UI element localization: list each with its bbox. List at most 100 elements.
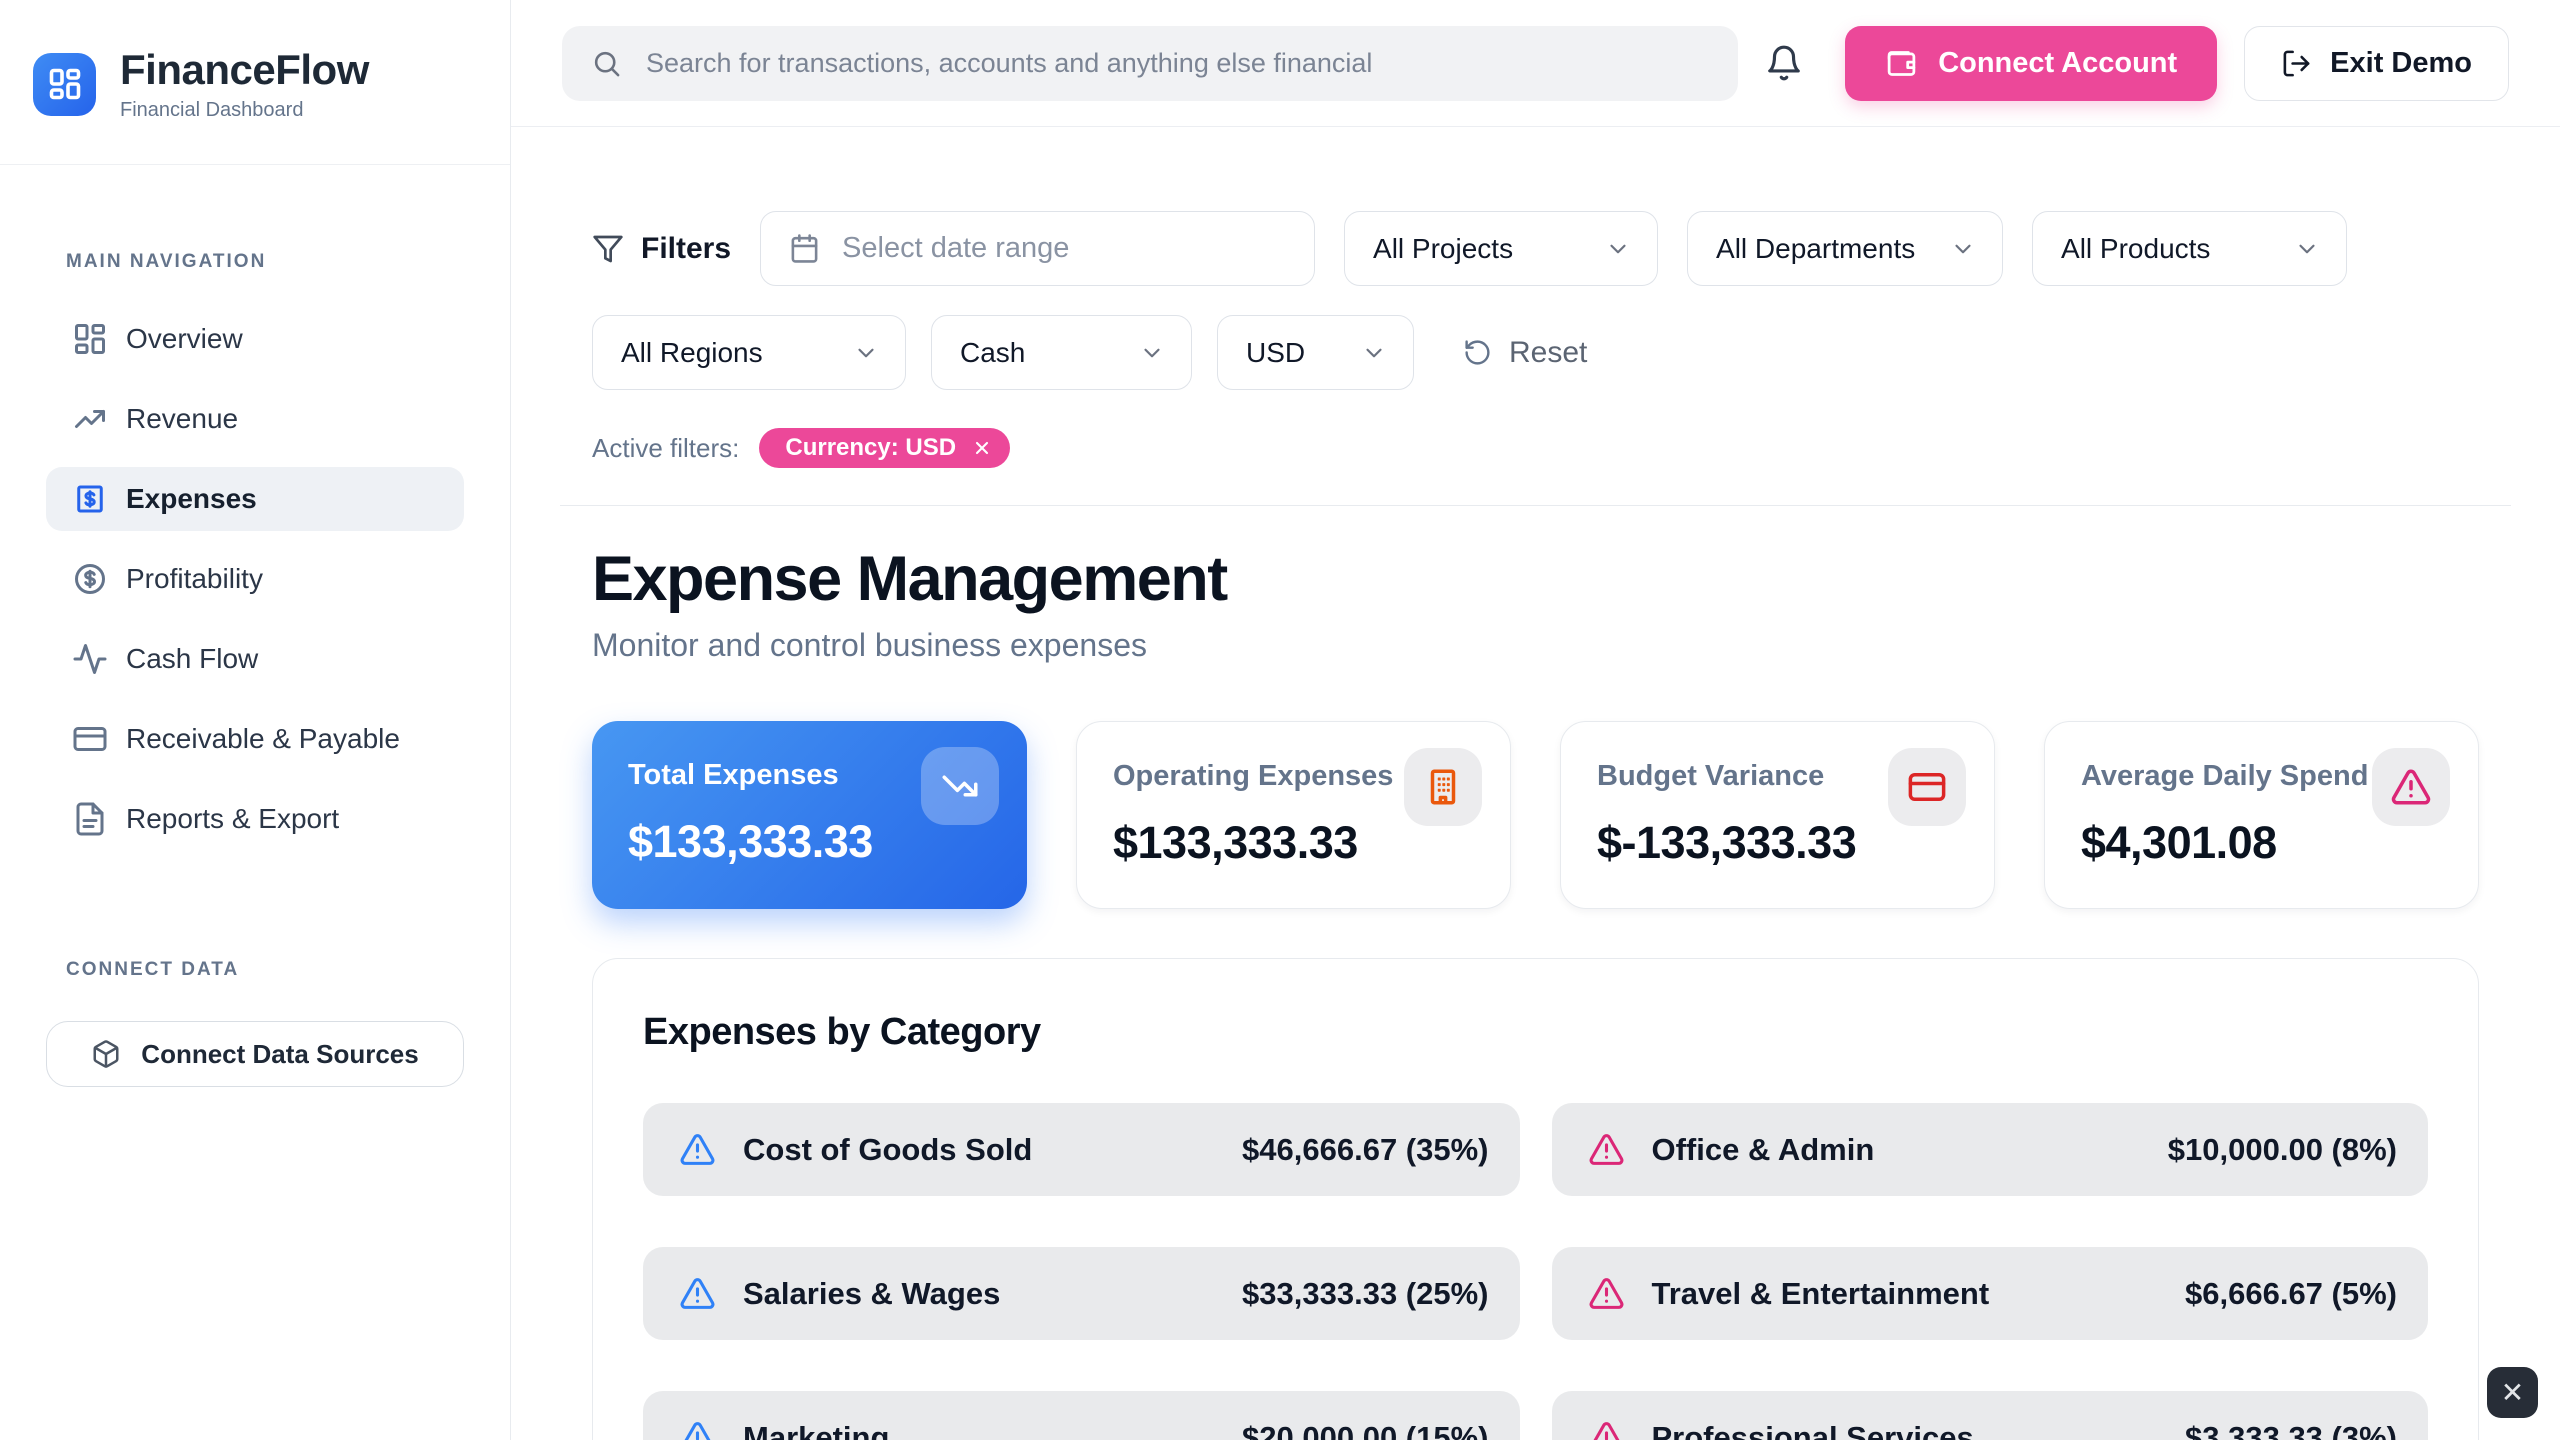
main-navigation: Overview Revenue Expenses Profitability … [0,307,510,851]
sidebar-item-receivable-payable[interactable]: Receivable & Payable [46,707,464,771]
stat-value: $133,333.33 [628,816,873,867]
reset-filters-button[interactable]: Reset [1463,336,1587,370]
dashboard-grid-icon [49,68,80,100]
sidebar-item-label: Overview [126,323,243,354]
topbar: Connect Account Exit Demo [511,0,2560,127]
category-row-marketing[interactable]: Marketing $20,000.00 (15%) [643,1391,1520,1440]
active-filter-chip-label: Currency: USD [785,434,957,461]
category-value: $10,000.00 (8%) [2167,1131,2397,1167]
calendar-icon [791,234,818,263]
departments-select[interactable]: All Departments [1687,211,2004,286]
search-input[interactable] [562,25,1738,101]
filters-title: Filters [592,232,731,266]
category-row-office-admin[interactable]: Office & Admin $10,000.00 (8%) [1551,1103,2428,1196]
sidebar-item-label: Revenue [126,403,239,434]
sidebar-item-overview[interactable]: Overview [46,307,464,371]
projects-select[interactable]: All Projects [1344,211,1659,286]
filter-funnel-icon [593,235,623,262]
filters-row-2: All Regions Cash USD Reset [592,315,2479,390]
projects-select-value: All Projects [1373,232,1514,264]
date-range-input[interactable]: Select date range [760,211,1316,286]
stat-card-average-daily-spend[interactable]: Average Daily Spend $4,301.08 [2044,721,2479,909]
category-row-travel-entertainment[interactable]: Travel & Entertainment $6,666.67 (5%) [1551,1247,2428,1340]
stat-icon-box [921,747,999,825]
regions-select[interactable]: All Regions [592,315,906,390]
category-value: $33,333.33 (25%) [1242,1275,1489,1311]
stat-icon-box [2372,748,2450,826]
alert-triangle-icon [680,1134,715,1165]
connect-data-sources-button[interactable]: Connect Data Sources [46,1021,464,1087]
active-filters-label: Active filters: [592,432,740,463]
sidebar-item-label: Cash Flow [126,643,259,674]
chip-close-icon[interactable] [972,438,992,458]
sidebar-item-label: Profitability [126,563,263,594]
connect-account-label: Connect Account [1938,46,2178,79]
dashboard-grid-icon [75,324,105,354]
alert-triangle-icon [2391,769,2431,805]
products-select[interactable]: All Products [2032,211,2348,286]
search-bar [562,25,1738,101]
sidebar-item-profitability[interactable]: Profitability [46,547,464,611]
alert-triangle-icon [680,1278,715,1309]
reset-filters-label: Reset [1509,335,1588,369]
credit-card-icon [73,727,107,751]
search-icon [594,51,620,76]
category-row-cost-of-goods-sold[interactable]: Cost of Goods Sold $46,666.67 (35%) [643,1103,1520,1196]
bell-icon [1768,45,1801,81]
category-grid: Cost of Goods Sold $46,666.67 (35%) Offi… [643,1103,2428,1440]
expenses-by-category-title: Expenses by Category [643,1011,1041,1053]
floating-close-button[interactable]: ✕ [2487,1367,2538,1418]
connect-data-sources-label: Connect Data Sources [141,1038,419,1069]
rotate-ccw-icon [1465,340,1490,365]
category-name: Cost of Goods Sold [743,1131,1033,1167]
expenses-by-category-panel: Expenses by Category Cost of Goods Sold … [592,958,2479,1440]
receipt-icon [77,485,103,513]
category-value: $6,666.67 (5%) [2185,1275,2397,1311]
stat-card-total-expenses[interactable]: Total Expenses $133,333.33 [592,721,1027,909]
stat-label: Operating Expenses [1113,760,1394,792]
payment-method-select[interactable]: Cash [931,315,1192,390]
credit-card-icon [1908,773,1946,801]
stat-value: $133,333.33 [1113,817,1358,868]
category-name: Marketing [743,1419,890,1440]
nav-section-label: MAIN NAVIGATION [66,251,267,272]
section-divider [560,505,2511,506]
notifications-button[interactable] [1765,44,1803,82]
logout-icon [2283,50,2310,76]
chevron-down-icon [1144,348,1160,357]
active-filter-chip-currency[interactable]: Currency: USD [759,428,1011,468]
stat-value: $-133,333.33 [1597,817,1857,868]
chevron-down-icon [2299,244,2315,253]
sidebar-item-revenue[interactable]: Revenue [46,387,464,451]
payment-method-select-value: Cash [960,336,1026,368]
sidebar-item-reports-export[interactable]: Reports & Export [46,787,464,851]
sidebar-item-label: Expenses [126,483,257,514]
alert-triangle-icon [1589,1134,1623,1165]
connect-account-button[interactable]: Connect Account [1845,25,2218,101]
category-row-professional-services[interactable]: Professional Services $3,333.33 (3%) [1551,1391,2428,1440]
page-content: Filters Select date range All Projects A… [511,127,2560,1440]
sidebar-item-expenses[interactable]: Expenses [46,467,464,531]
building-icon [1430,769,1456,805]
category-row-salaries-wages[interactable]: Salaries & Wages $33,333.33 (25%) [643,1247,1520,1340]
stat-card-budget-variance[interactable]: Budget Variance $-133,333.33 [1560,721,1995,909]
activity-pulse-icon [73,644,107,674]
alert-triangle-icon [684,1422,711,1440]
wallet-icon [1887,50,1916,76]
stat-value: $4,301.08 [2081,817,2277,868]
category-value: $20,000.00 (15%) [1242,1419,1489,1440]
products-select-value: All Products [2061,232,2211,264]
currency-select[interactable]: USD [1217,315,1414,390]
stat-label: Total Expenses [628,759,839,791]
chevron-down-icon [1610,244,1626,253]
cube-icon [93,1040,119,1068]
trending-up-icon [75,410,105,428]
date-range-placeholder: Select date range [842,232,1070,264]
stat-card-operating-expenses[interactable]: Operating Expenses $133,333.33 [1076,721,1511,909]
brand-tagline: Financial Dashboard [120,99,304,121]
app-logo [33,52,96,116]
chevron-down-icon [858,348,874,357]
sidebar-item-cash-flow[interactable]: Cash Flow [46,627,464,691]
exit-demo-button[interactable]: Exit Demo [2244,25,2509,101]
